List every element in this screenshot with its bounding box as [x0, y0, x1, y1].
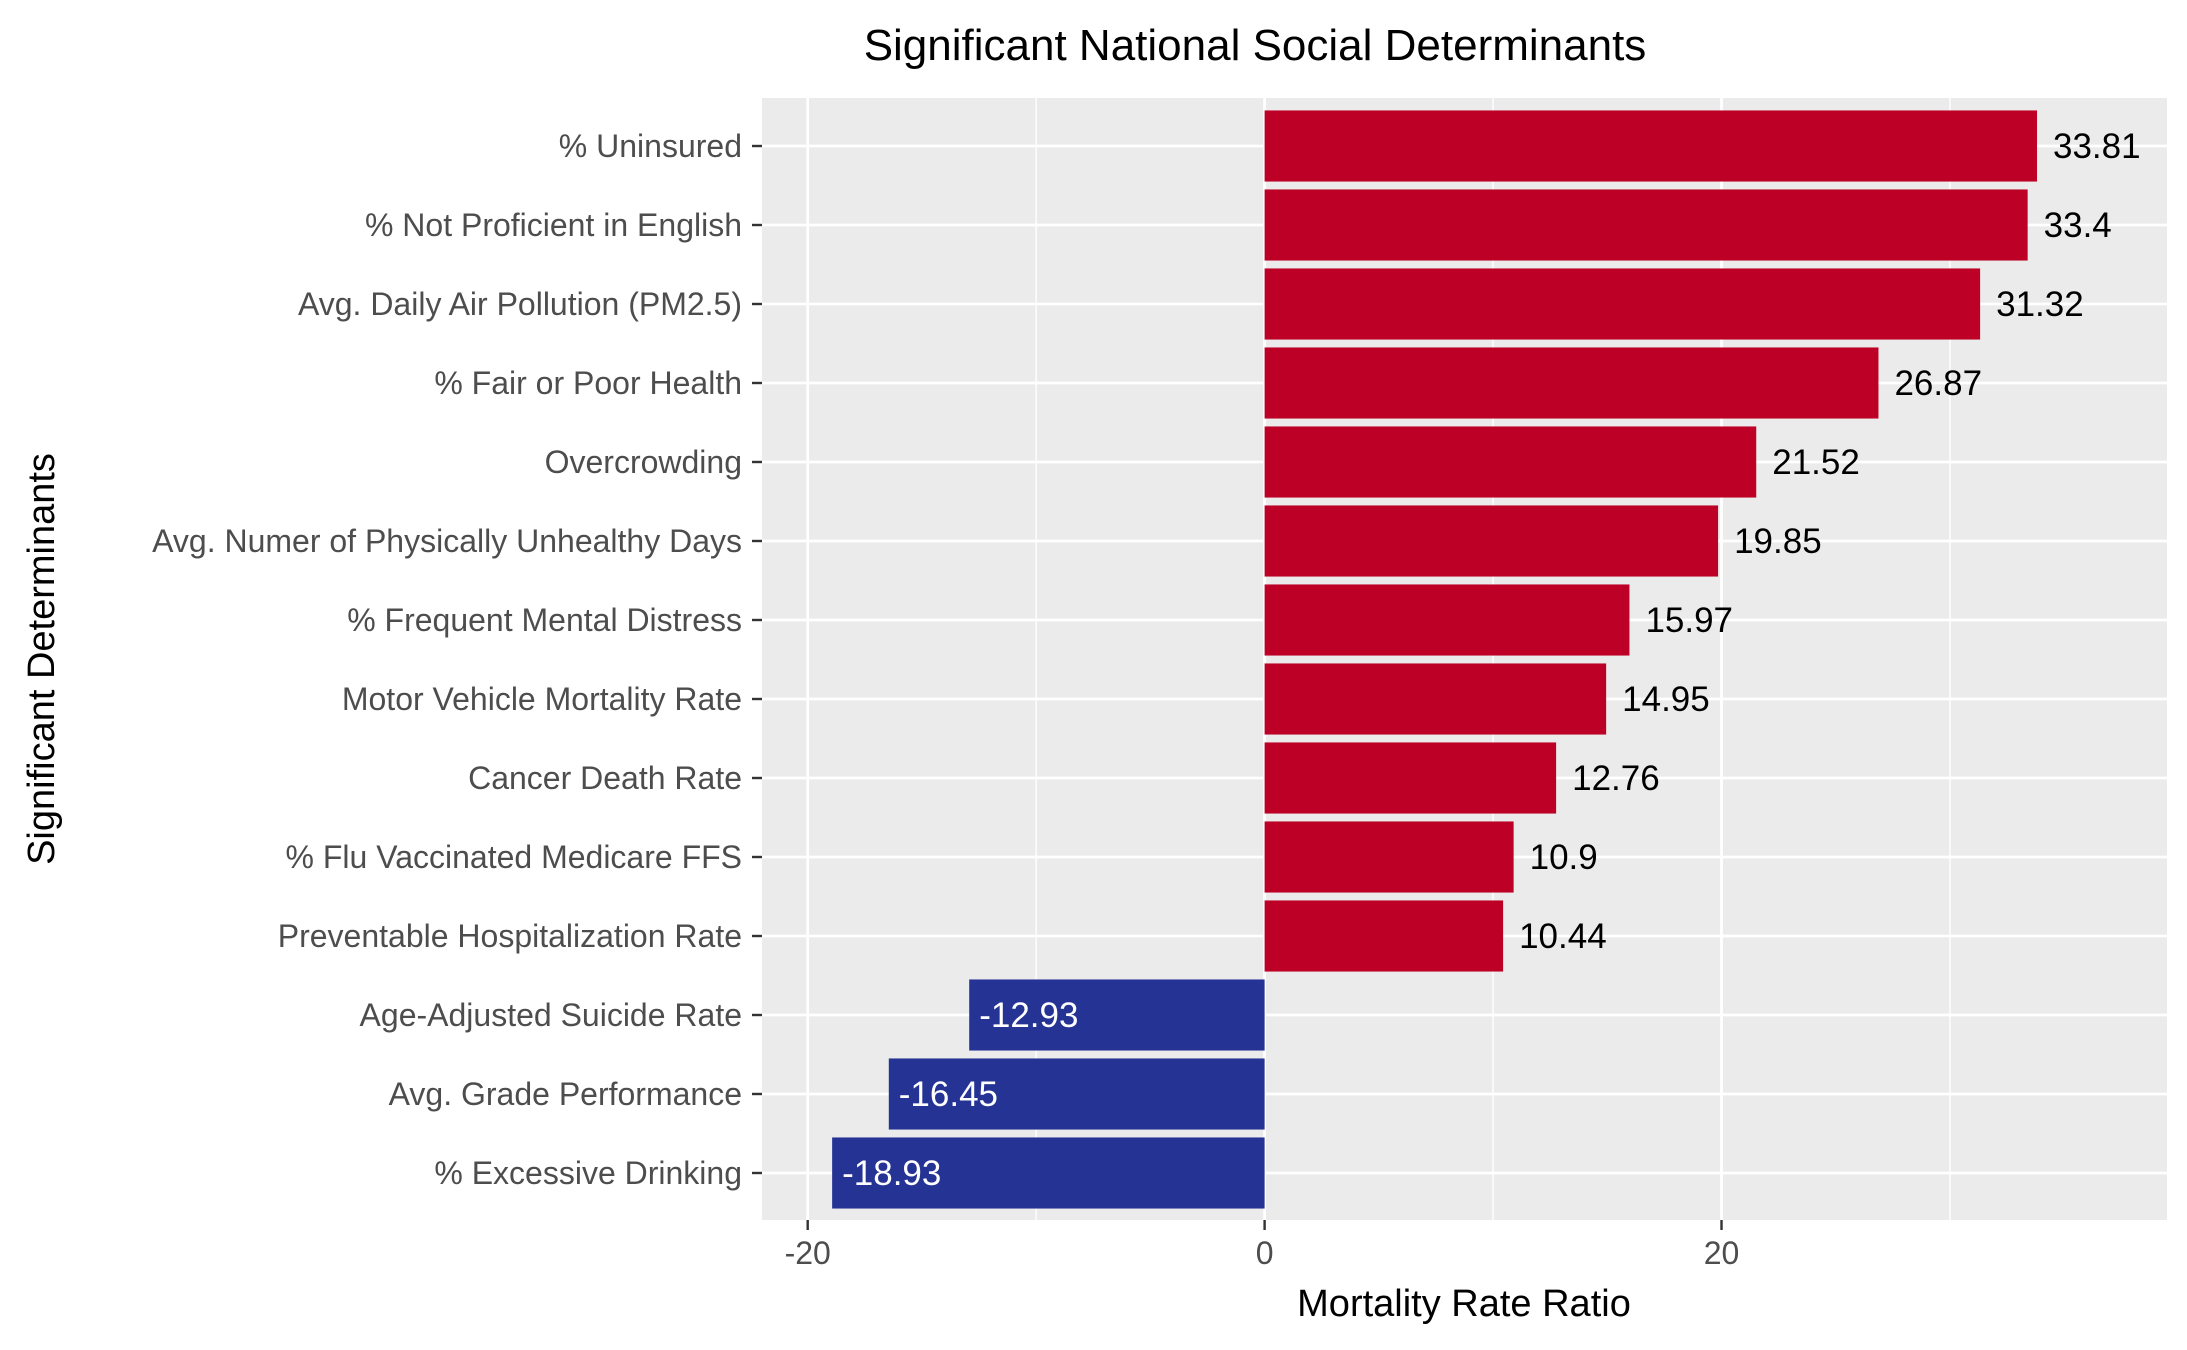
- bar: [1264, 742, 1557, 814]
- x-tick-label: 0: [1256, 1235, 1274, 1271]
- value-label: 15.97: [1645, 601, 1733, 640]
- bar: [969, 979, 1265, 1051]
- bar: [1264, 505, 1719, 577]
- bar: [1264, 821, 1514, 893]
- value-label: -16.45: [899, 1075, 998, 1114]
- y-tick-label: Overcrowding: [545, 444, 742, 480]
- y-tick-label: Age-Adjusted Suicide Rate: [360, 997, 742, 1033]
- y-axis-title: Significant Determinants: [21, 453, 63, 865]
- y-tick-label: Preventable Hospitalization Rate: [278, 918, 742, 954]
- bar: [1264, 347, 1879, 419]
- y-tick-label: Avg. Numer of Physically Unhealthy Days: [152, 523, 742, 559]
- y-tick-label: Cancer Death Rate: [468, 760, 742, 796]
- value-label: 33.4: [2044, 206, 2112, 245]
- bar: [1264, 900, 1504, 972]
- bar: [1264, 426, 1757, 498]
- bar: [888, 1058, 1265, 1130]
- value-label: 14.95: [1622, 680, 1710, 719]
- y-tick-label: Motor Vehicle Mortality Rate: [342, 681, 742, 717]
- y-axis: % Uninsured % Not Proficient in English Av…: [152, 128, 762, 1191]
- value-labels: 33.81 33.4 31.32 26.87 21.52 19.85 15.97 14.95 1…: [842, 127, 2140, 1193]
- y-tick-label: % Flu Vaccinated Medicare FFS: [286, 839, 742, 875]
- value-label: 21.52: [1772, 443, 1860, 482]
- value-label: -18.93: [842, 1154, 941, 1193]
- value-label: 12.76: [1572, 759, 1660, 798]
- value-label: 10.9: [1530, 838, 1598, 877]
- x-axis: -20 0 20: [785, 1220, 1740, 1271]
- bar: [1264, 110, 2038, 182]
- value-label: 10.44: [1519, 917, 1607, 956]
- value-label: 31.32: [1996, 285, 2084, 324]
- x-tick-label: 20: [1704, 1235, 1740, 1271]
- value-label: -12.93: [979, 996, 1078, 1035]
- y-tick-label: Avg. Daily Air Pollution (PM2.5): [298, 286, 742, 322]
- bar: [1264, 584, 1630, 656]
- x-axis-title: Mortality Rate Ratio: [1297, 1283, 1631, 1325]
- y-tick-label: % Fair or Poor Health: [434, 365, 742, 401]
- bars: [832, 110, 2038, 1209]
- chart-title: Significant National Social Determinants: [864, 21, 1647, 70]
- bar: [1264, 189, 2028, 261]
- bar: [832, 1137, 1265, 1209]
- bar: [1264, 663, 1607, 735]
- y-tick-label: % Frequent Mental Distress: [347, 602, 742, 638]
- value-label: 33.81: [2053, 127, 2141, 166]
- value-label: 19.85: [1734, 522, 1822, 561]
- x-tick-label: -20: [785, 1235, 831, 1271]
- y-tick-label: % Not Proficient in English: [365, 207, 742, 243]
- y-tick-label: Avg. Grade Performance: [389, 1076, 742, 1112]
- plot-panel: [762, 98, 2167, 1220]
- y-tick-label: % Excessive Drinking: [434, 1155, 742, 1191]
- value-label: 26.87: [1894, 364, 1982, 403]
- bar: [1264, 268, 1981, 340]
- y-tick-label: % Uninsured: [559, 128, 742, 164]
